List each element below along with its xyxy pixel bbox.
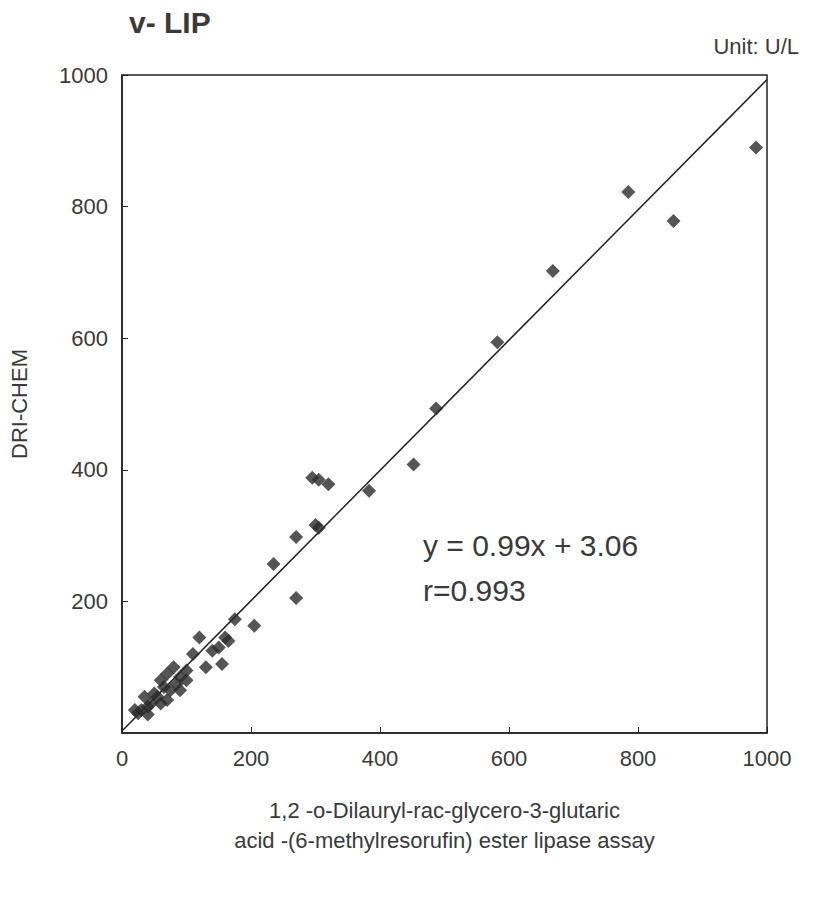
- svg-text:200: 200: [71, 589, 108, 614]
- svg-text:r=0.993: r=0.993: [423, 574, 526, 607]
- svg-text:600: 600: [71, 326, 108, 351]
- svg-text:200: 200: [233, 746, 270, 771]
- svg-text:DRI-CHEM: DRI-CHEM: [7, 349, 32, 459]
- svg-text:v- LIP: v- LIP: [129, 6, 211, 39]
- svg-text:1,2 -o-Dilauryl-rac-glycero-3-: 1,2 -o-Dilauryl-rac-glycero-3-glutaric: [269, 798, 620, 823]
- svg-text:600: 600: [491, 746, 528, 771]
- svg-text:Unit: U/L: Unit: U/L: [713, 34, 799, 59]
- svg-text:1000: 1000: [743, 746, 792, 771]
- svg-text:y = 0.99x + 3.06: y = 0.99x + 3.06: [423, 529, 638, 562]
- svg-text:400: 400: [362, 746, 399, 771]
- svg-text:0: 0: [116, 746, 128, 771]
- svg-text:800: 800: [620, 746, 657, 771]
- svg-text:800: 800: [71, 194, 108, 219]
- svg-text:acid -(6-methylresorufin) este: acid -(6-methylresorufin) ester lipase a…: [234, 828, 655, 853]
- svg-text:1000: 1000: [59, 63, 108, 88]
- svg-text:400: 400: [71, 457, 108, 482]
